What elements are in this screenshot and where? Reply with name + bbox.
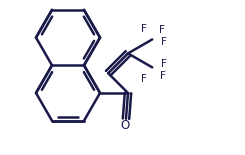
Text: F: F <box>160 71 166 81</box>
Text: F: F <box>161 37 167 47</box>
Text: F: F <box>141 74 147 84</box>
Text: F: F <box>141 24 147 34</box>
Text: F: F <box>159 25 165 35</box>
Text: F: F <box>161 59 167 69</box>
Text: O: O <box>120 119 130 132</box>
